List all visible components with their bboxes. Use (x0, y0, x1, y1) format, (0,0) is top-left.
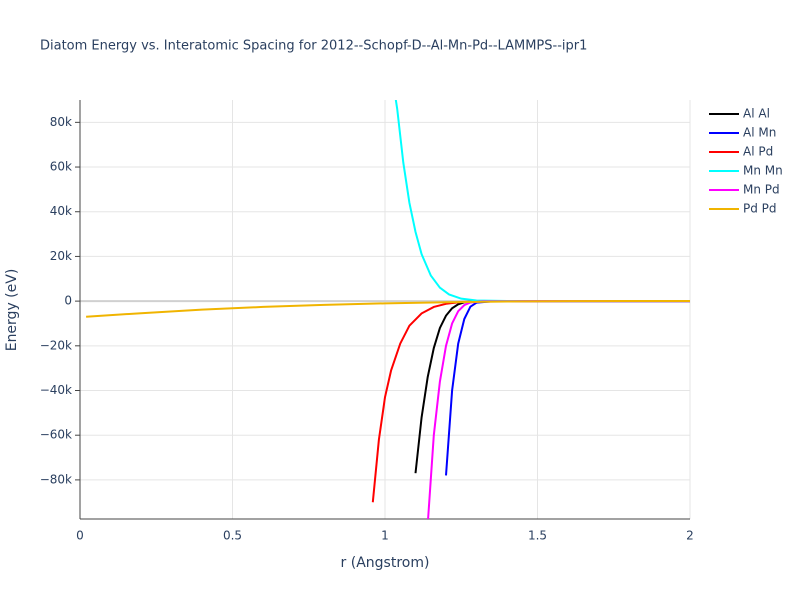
series-line (445, 300, 690, 476)
plot-area (86, 100, 690, 519)
legend-label: Al Mn (743, 126, 776, 140)
x-tick-label: 1 (381, 529, 389, 543)
series-line (427, 300, 690, 519)
legend-label: Al Pd (743, 145, 773, 159)
x-axis-title: r (Angstrom) (341, 555, 430, 571)
x-tick-label: 0 (76, 529, 84, 543)
legend-label: Al Al (743, 107, 770, 121)
y-tick-label: −20k (40, 338, 72, 352)
y-tick-label: 40k (50, 204, 72, 218)
y-tick-label: −60k (40, 428, 72, 442)
y-axis-title: Energy (eV) (4, 269, 20, 352)
y-tick-label: 80k (50, 115, 72, 129)
series-line (371, 300, 690, 503)
chart-title: Diatom Energy vs. Interatomic Spacing fo… (40, 39, 587, 54)
legend-label: Mn Pd (743, 183, 780, 197)
y-tick-label: 60k (50, 160, 72, 174)
y-tick-label: −40k (40, 383, 72, 397)
grid: 0 0.5 1 1.5 2 −80k −60k −40k −20k 0 20k 40k 60k 80k (40, 100, 694, 543)
y-tick-label: 20k (50, 249, 72, 263)
legend: Al Al Al Mn Al Pd Mn Mn Mn Pd Pd Pd (709, 107, 783, 216)
x-tick-label: 0.5 (223, 529, 242, 543)
y-tick-label: 0 (64, 294, 72, 308)
x-tick-label: 2 (686, 529, 694, 543)
legend-label: Mn Mn (743, 164, 783, 178)
x-tick-label: 1.5 (528, 529, 547, 543)
legend-label: Pd Pd (743, 202, 777, 216)
series-line (394, 100, 690, 303)
series-line (414, 300, 690, 474)
series-line (86, 300, 690, 318)
y-tick-label: −80k (40, 472, 72, 486)
